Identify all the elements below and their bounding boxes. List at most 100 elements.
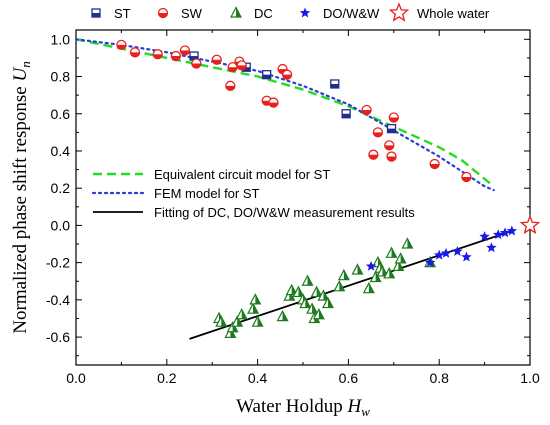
legend-item-sw: SW bbox=[157, 6, 203, 21]
data-point bbox=[310, 285, 323, 298]
data-point bbox=[351, 263, 364, 275]
data-point bbox=[341, 109, 351, 119]
marker-fill bbox=[368, 283, 374, 293]
data-point bbox=[301, 274, 314, 286]
data-point bbox=[191, 58, 202, 69]
marker-fill bbox=[368, 154, 378, 160]
marker-fill bbox=[384, 145, 394, 150]
plot-frame bbox=[75, 29, 531, 366]
marker-fill bbox=[255, 294, 261, 304]
data-point bbox=[215, 315, 228, 327]
marker-fill bbox=[298, 286, 304, 297]
marker-fill bbox=[237, 65, 247, 70]
marker-fill bbox=[242, 67, 251, 72]
legend-label: FEM model for ST bbox=[154, 186, 260, 201]
marker-fill bbox=[357, 264, 363, 275]
marker-fill bbox=[158, 13, 168, 18]
marker-star bbox=[452, 245, 463, 256]
y-tick-label: -0.4 bbox=[46, 292, 70, 308]
data-point bbox=[429, 158, 440, 170]
marker-fill bbox=[387, 156, 397, 162]
data-point bbox=[211, 54, 222, 65]
marker-fill bbox=[312, 303, 318, 314]
legend-item-dc: DC bbox=[230, 6, 273, 21]
data-point bbox=[179, 45, 191, 56]
legend-marker bbox=[299, 7, 311, 18]
data-point bbox=[262, 70, 272, 80]
marker-fill bbox=[228, 67, 238, 72]
y-axis-subscript: n bbox=[18, 61, 33, 68]
legend-item-whole-water: Whole water bbox=[388, 2, 490, 22]
marker-fill bbox=[153, 54, 163, 59]
marker-fill bbox=[92, 13, 100, 17]
data-point bbox=[384, 140, 395, 151]
marker-fill bbox=[262, 74, 271, 79]
marker-fill bbox=[225, 85, 235, 91]
data-point bbox=[479, 231, 490, 242]
marker-fill bbox=[330, 83, 339, 88]
marker-fill bbox=[190, 56, 199, 61]
marker-fill bbox=[307, 275, 313, 286]
marker-star bbox=[479, 231, 490, 242]
x-axis-title: Water Holdup Hw bbox=[236, 396, 370, 419]
data-point bbox=[361, 104, 372, 116]
legend-label: ST bbox=[114, 6, 131, 21]
legend-top: ST SW DC DO/W&W Whole water bbox=[91, 2, 490, 22]
y-tick-label: 0.8 bbox=[51, 69, 71, 85]
data-point bbox=[306, 302, 319, 314]
data-point bbox=[440, 247, 452, 258]
data-point bbox=[424, 257, 436, 268]
marker-star bbox=[486, 242, 497, 253]
data-point bbox=[388, 112, 399, 123]
legend-label: Fitting of DC, DO/W&W measurement result… bbox=[154, 205, 415, 220]
legend-marker bbox=[230, 6, 242, 18]
legend-item-fem-model-for-st: FEM model for ST bbox=[91, 186, 260, 201]
data-point bbox=[386, 123, 397, 134]
y-tick-label: -0.6 bbox=[46, 329, 70, 345]
x-axis-symbol: H bbox=[346, 396, 362, 417]
marker-fill bbox=[130, 52, 140, 57]
marker-star bbox=[365, 260, 377, 271]
data-point bbox=[519, 214, 541, 235]
marker-star bbox=[492, 229, 504, 240]
marker-fill bbox=[268, 102, 278, 108]
series-do-w-w bbox=[365, 225, 518, 271]
data-point bbox=[386, 151, 397, 162]
data-point bbox=[394, 252, 407, 264]
marker-star bbox=[499, 227, 511, 238]
legend-marker bbox=[388, 2, 410, 22]
marker-fill bbox=[327, 298, 333, 308]
marker-star bbox=[461, 251, 472, 262]
y-tick-label: 1.0 bbox=[51, 31, 71, 47]
marker-fill bbox=[391, 247, 397, 258]
marker-fill bbox=[375, 272, 381, 282]
data-point bbox=[337, 268, 350, 281]
data-point bbox=[492, 229, 504, 240]
legend-label: DO/W&W bbox=[323, 6, 380, 21]
data-point bbox=[362, 281, 375, 294]
data-point bbox=[236, 60, 247, 71]
legend-item-fitting-of-dc-do-w-w-measurement-results: Fitting of DC, DO/W&W measurement result… bbox=[93, 205, 415, 220]
data-point bbox=[368, 149, 379, 160]
legend-label: DC bbox=[254, 6, 273, 21]
y-tick-label: 0.6 bbox=[51, 106, 71, 122]
marker-fill bbox=[342, 113, 351, 118]
marker-star bbox=[433, 249, 445, 260]
x-tick-label: 0.2 bbox=[157, 370, 177, 386]
data-point bbox=[276, 309, 289, 322]
series-st bbox=[189, 51, 397, 134]
legend-marker bbox=[91, 8, 101, 18]
marker-fill bbox=[180, 50, 190, 55]
marker-fill bbox=[389, 268, 395, 278]
y-axis-title: Normalized phase shift response Un bbox=[10, 61, 33, 333]
marker-fill bbox=[212, 59, 222, 65]
x-tick-label: 0.0 bbox=[66, 370, 86, 386]
data-point bbox=[330, 79, 340, 89]
data-point bbox=[461, 251, 472, 262]
series-layer bbox=[74, 38, 541, 340]
legend-marker bbox=[157, 7, 169, 19]
x-axis-subscript: w bbox=[361, 404, 370, 419]
marker-fill bbox=[116, 44, 126, 50]
marker-star bbox=[299, 7, 311, 18]
